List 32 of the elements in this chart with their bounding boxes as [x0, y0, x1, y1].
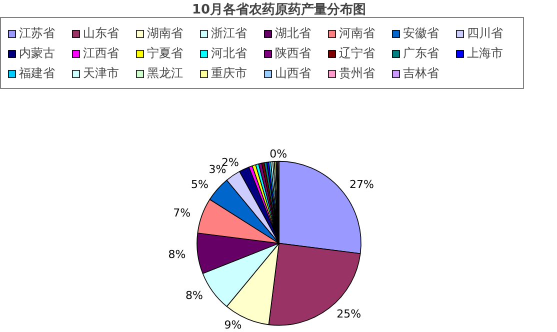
data-label: 25% [336, 307, 362, 320]
legend-label: 安徽省 [403, 24, 440, 42]
data-label: 8% [168, 248, 186, 261]
legend-label: 辽宁省 [339, 44, 376, 62]
legend-label: 山东省 [83, 24, 120, 42]
legend-label: 浙江省 [211, 24, 248, 42]
legend-label: 内蒙古 [19, 44, 56, 62]
legend-label: 河南省 [339, 24, 376, 42]
legend-label: 江西省 [83, 44, 120, 62]
data-label: 7% [173, 206, 191, 220]
legend-label: 宁夏省 [147, 44, 184, 62]
legend-label: 河北省 [211, 44, 248, 62]
data-label: 8% [186, 289, 203, 302]
legend-label: 贵州省 [339, 64, 376, 82]
legend-label: 湖北省 [275, 24, 312, 42]
legend-label: 山西省 [275, 64, 312, 82]
legend-label: 重庆市 [211, 64, 248, 82]
data-label: 0% [270, 148, 288, 161]
legend-label: 湖南省 [147, 24, 184, 42]
data-label: 27% [350, 178, 374, 191]
legend-label: 福建省 [19, 64, 56, 82]
legend-label: 天津市 [83, 64, 120, 82]
legend-label: 上海市 [467, 44, 504, 62]
data-label: 9% [224, 318, 242, 332]
chart-title: 10月各省农药原药产量分布图 [192, 2, 366, 18]
legend-label: 江苏省 [19, 24, 56, 42]
legend-label: 广东省 [403, 44, 440, 62]
legend-label: 黑龙江 [147, 64, 184, 82]
legend-label: 陕西省 [275, 44, 312, 62]
data-label: 5% [191, 178, 208, 191]
legend-label: 四川省 [467, 24, 504, 42]
legend-label: 吉林省 [403, 64, 440, 82]
